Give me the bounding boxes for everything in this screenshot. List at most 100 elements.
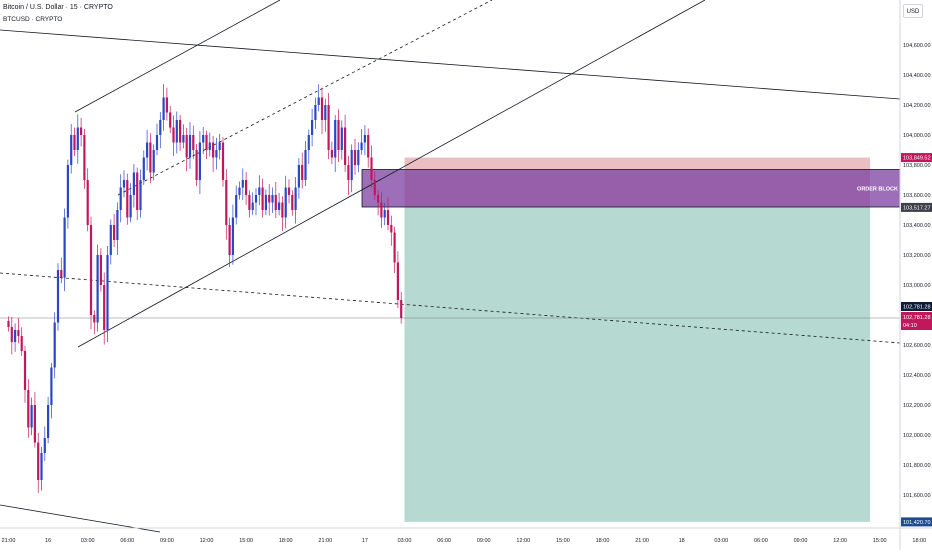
candle[interactable] <box>139 180 142 210</box>
candle[interactable] <box>136 172 139 211</box>
candle[interactable] <box>225 180 228 225</box>
candle[interactable] <box>311 120 314 135</box>
candle[interactable] <box>152 150 155 173</box>
candle[interactable] <box>347 165 350 180</box>
candle[interactable] <box>162 97 165 121</box>
candle[interactable] <box>70 135 73 165</box>
candle[interactable] <box>142 157 145 181</box>
candle[interactable] <box>155 135 159 150</box>
candle[interactable] <box>93 315 96 323</box>
candle[interactable] <box>208 142 211 151</box>
candle[interactable] <box>264 195 267 210</box>
candle[interactable] <box>175 120 178 143</box>
candle[interactable] <box>327 105 330 150</box>
candle[interactable] <box>192 135 195 150</box>
candle[interactable] <box>337 120 340 150</box>
candle[interactable] <box>350 150 353 180</box>
candle[interactable] <box>284 187 287 218</box>
candle[interactable] <box>235 195 238 218</box>
candle[interactable] <box>146 142 149 158</box>
candle[interactable] <box>231 217 234 256</box>
candle[interactable] <box>274 195 277 210</box>
candle[interactable] <box>330 150 333 158</box>
candle[interactable] <box>363 135 366 143</box>
candle[interactable] <box>383 210 386 218</box>
take-profit-zone[interactable] <box>404 207 871 522</box>
candle[interactable] <box>377 195 380 203</box>
candle[interactable] <box>202 135 205 143</box>
candle[interactable] <box>10 327 13 342</box>
candle[interactable] <box>268 195 271 203</box>
candle[interactable] <box>96 255 99 323</box>
candle[interactable] <box>182 135 185 143</box>
candle[interactable] <box>357 150 360 165</box>
candle[interactable] <box>109 225 112 255</box>
candle[interactable] <box>367 135 370 158</box>
candle[interactable] <box>261 187 264 211</box>
candle[interactable] <box>50 367 53 406</box>
candle[interactable] <box>76 127 79 151</box>
candle[interactable] <box>344 127 347 166</box>
candle[interactable] <box>245 180 248 195</box>
candle[interactable] <box>103 285 106 330</box>
candle[interactable] <box>165 97 168 113</box>
candle[interactable] <box>172 127 175 143</box>
dashed-support-line[interactable] <box>0 272 901 344</box>
candle[interactable] <box>116 210 119 240</box>
candle[interactable] <box>169 112 172 128</box>
candle[interactable] <box>80 127 83 136</box>
candle[interactable] <box>56 270 60 323</box>
candle[interactable] <box>228 225 231 255</box>
candle[interactable] <box>23 351 27 390</box>
candle[interactable] <box>119 187 122 211</box>
candle[interactable] <box>380 202 383 218</box>
candle[interactable] <box>40 453 43 480</box>
candle[interactable] <box>370 157 373 181</box>
candle[interactable] <box>215 150 218 158</box>
candle[interactable] <box>218 142 221 151</box>
candle[interactable] <box>113 225 116 240</box>
candle[interactable] <box>386 210 390 225</box>
candle[interactable] <box>320 97 324 121</box>
candle[interactable] <box>297 165 300 188</box>
candle[interactable] <box>294 187 297 211</box>
resistance-line[interactable] <box>0 29 901 100</box>
candle[interactable] <box>66 165 69 218</box>
candle[interactable] <box>301 165 304 180</box>
candle[interactable] <box>106 255 109 330</box>
channel-upper-line[interactable] <box>74 0 281 113</box>
candle[interactable] <box>205 135 208 150</box>
candle[interactable] <box>17 330 20 336</box>
candle[interactable] <box>188 135 192 158</box>
candle[interactable] <box>198 142 201 181</box>
candle[interactable] <box>241 180 244 188</box>
candle[interactable] <box>254 195 258 203</box>
symbol-title[interactable]: Bitcoin / U.S. Dollar · 15 · CRYPTO <box>3 4 113 11</box>
candle[interactable] <box>60 270 63 278</box>
channel-mid-dashed-line[interactable] <box>117 0 493 196</box>
candle[interactable] <box>248 195 251 210</box>
candle[interactable] <box>73 135 76 150</box>
candle[interactable] <box>278 202 281 211</box>
candle[interactable] <box>304 150 307 180</box>
candle[interactable] <box>149 142 152 173</box>
candle[interactable] <box>238 187 241 196</box>
candle[interactable] <box>33 405 36 443</box>
candle[interactable] <box>317 97 320 106</box>
candle[interactable] <box>185 135 188 158</box>
candle[interactable] <box>126 180 129 218</box>
candle[interactable] <box>396 262 399 301</box>
candle[interactable] <box>63 217 66 278</box>
candle[interactable] <box>83 135 86 180</box>
order-block-zone[interactable] <box>361 169 901 208</box>
candle[interactable] <box>324 105 327 120</box>
candle[interactable] <box>37 442 40 481</box>
candle[interactable] <box>258 187 261 196</box>
candle[interactable] <box>132 172 135 196</box>
candle[interactable] <box>314 105 317 120</box>
candle[interactable] <box>373 180 376 195</box>
candle[interactable] <box>122 180 126 188</box>
candle[interactable] <box>390 225 393 233</box>
